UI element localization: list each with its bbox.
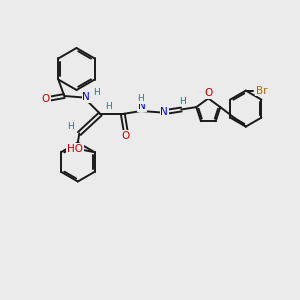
Text: N: N (82, 92, 90, 102)
Text: Br: Br (256, 85, 267, 96)
Text: HO: HO (67, 144, 83, 154)
Text: N: N (160, 107, 168, 118)
Text: H: H (105, 102, 112, 111)
Text: O: O (122, 130, 130, 141)
Text: H: H (93, 88, 100, 98)
Text: O: O (42, 94, 50, 104)
Text: O: O (204, 88, 212, 98)
Text: H: H (179, 97, 186, 106)
Text: N: N (138, 101, 146, 112)
Text: H: H (68, 122, 74, 131)
Text: H: H (137, 94, 144, 103)
